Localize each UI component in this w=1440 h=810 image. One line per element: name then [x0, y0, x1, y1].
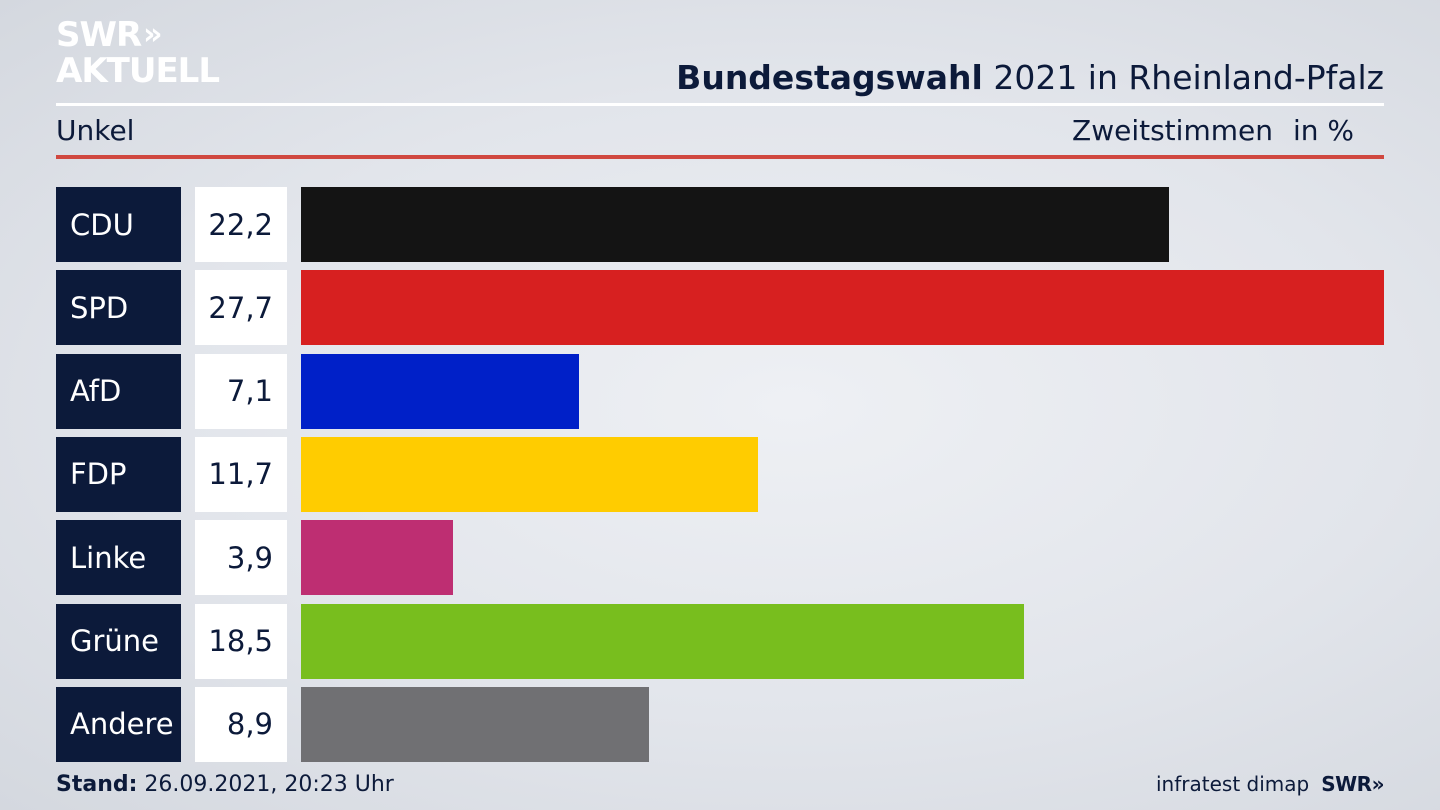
chart-title: Bundestagswahl 2021 in Rheinland-Pfalz — [676, 58, 1384, 97]
location-label: Unkel — [56, 114, 135, 147]
category-label: CDU — [56, 187, 181, 262]
measure-text: Zweitstimmen — [1072, 114, 1273, 147]
value-label: 22,2 — [195, 187, 287, 262]
value-label: 27,7 — [195, 270, 287, 346]
bar-row: AfD 7,1 — [56, 353, 1384, 429]
value-label: 3,9 — [195, 520, 287, 596]
bar — [301, 270, 1384, 346]
bar — [301, 520, 453, 596]
value-label: 7,1 — [195, 353, 287, 429]
logo-line2: AKTUELL — [56, 51, 220, 91]
source-label: infratest dimap — [1156, 772, 1310, 796]
bar-row: Linke 3,9 — [56, 520, 1384, 596]
value-label: 8,9 — [195, 686, 287, 762]
category-label: SPD — [56, 270, 181, 346]
category-label: Grüne — [56, 603, 181, 679]
header-divider — [56, 103, 1384, 106]
logo-line1: SWR — [56, 15, 142, 55]
bar-row: Andere 8,9 — [56, 686, 1384, 762]
swr-brand-logo: SWR» — [1321, 772, 1384, 796]
bar — [301, 353, 579, 429]
measure-label: Zweitstimmen in % — [1072, 114, 1354, 147]
source-credits: infratest dimap SWR» — [1156, 772, 1384, 796]
value-label: 11,7 — [195, 436, 287, 512]
subheader-divider — [56, 155, 1384, 159]
timestamp: Stand: 26.09.2021, 20:23 Uhr — [56, 772, 394, 797]
timestamp-label: Stand: — [56, 772, 138, 797]
swr-aktuell-logo: SWR» AKTUELL — [56, 15, 220, 91]
bar-row: FDP 11,7 — [56, 436, 1384, 512]
category-label: Linke — [56, 520, 181, 596]
category-label: AfD — [56, 353, 181, 429]
bar — [301, 187, 1169, 262]
timestamp-value: 26.09.2021, 20:23 Uhr — [144, 772, 394, 797]
category-label: Andere — [56, 686, 181, 762]
category-label: FDP — [56, 436, 181, 512]
bar-row: CDU 22,2 — [56, 187, 1384, 262]
bar-row: Grüne 18,5 — [56, 603, 1384, 679]
bar — [301, 686, 649, 762]
bar — [301, 436, 758, 512]
logo-chevrons: » — [143, 17, 163, 52]
unit-text: in % — [1292, 114, 1354, 147]
value-label: 18,5 — [195, 603, 287, 679]
chart-title-bold: Bundestagswahl — [676, 58, 983, 97]
bar — [301, 603, 1024, 679]
chart-title-rest: 2021 in Rheinland-Pfalz — [993, 58, 1384, 97]
bar-row: SPD 27,7 — [56, 270, 1384, 346]
